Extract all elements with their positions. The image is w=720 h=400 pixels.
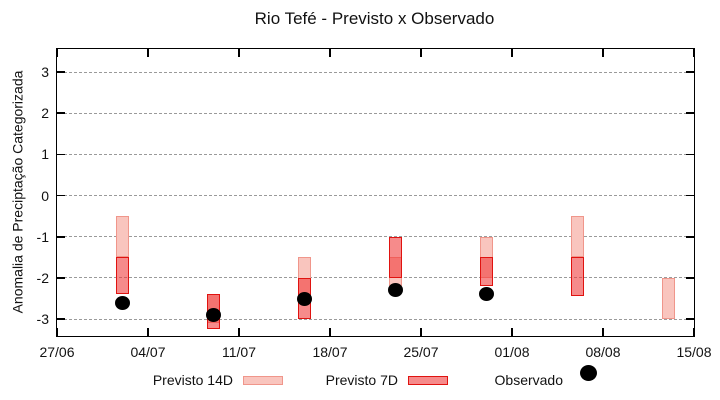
x-tick-mark-bottom	[511, 328, 513, 336]
bar-previsto-7d	[570, 257, 584, 297]
x-tick-mark-top	[238, 49, 240, 57]
gridline	[59, 71, 692, 73]
y-tick-mark-right	[686, 153, 694, 156]
chart-title: Rio Tefé - Previsto x Observado	[254, 9, 495, 28]
legend-swatch-previsto-7d	[408, 376, 448, 385]
legend: Previsto 14D Previsto 7D Observado	[0, 365, 720, 394]
y-tick-mark-right	[686, 71, 694, 73]
x-tick-mark-top	[602, 49, 604, 57]
gridline	[59, 195, 692, 197]
x-tick-label: 11/07	[222, 344, 256, 360]
x-tick-label: 08/08	[585, 344, 621, 360]
y-tick-mark-left	[57, 277, 65, 279]
legend-label-observado: Observado	[494, 372, 563, 388]
y-tick-mark-right	[686, 112, 694, 114]
x-tick-mark-top	[511, 49, 513, 57]
y-tick-label: 0	[41, 187, 49, 204]
y-tick-mark-left	[57, 318, 65, 320]
y-tick-label: -1	[36, 228, 49, 245]
observed-dot	[387, 283, 403, 298]
x-tick-mark-top	[147, 49, 149, 57]
bar-previsto-7d	[479, 257, 493, 287]
x-tick-mark-top	[329, 49, 331, 57]
x-tick-mark-bottom	[147, 328, 149, 336]
gridline	[59, 153, 692, 155]
y-tick-mark-left	[57, 153, 65, 156]
x-tick-label: 15/08	[676, 344, 712, 360]
x-tick-label: 01/08	[494, 344, 530, 360]
y-tick-label: 2	[41, 105, 49, 122]
y-tick-label: 1	[41, 146, 49, 163]
gridline	[59, 112, 692, 114]
y-tick-mark-left	[57, 194, 65, 197]
legend-swatch-previsto-14d	[243, 376, 283, 385]
y-tick-mark-left	[57, 71, 65, 73]
y-tick-mark-left	[57, 112, 65, 114]
y-tick-mark-right	[686, 277, 694, 279]
bar-previsto-14d	[570, 216, 584, 258]
x-tick-label: 27/06	[39, 344, 75, 360]
x-tick-mark-bottom	[693, 328, 695, 336]
x-tick-mark-bottom	[238, 328, 240, 336]
gridline	[59, 318, 692, 320]
bar-previsto-14d	[661, 277, 675, 320]
observed-dot	[114, 295, 130, 310]
legend-label-previsto-14d: Previsto 14D	[152, 372, 233, 388]
observed-dot	[296, 291, 312, 306]
x-tick-mark-top	[693, 49, 695, 57]
x-tick-mark-bottom	[329, 328, 331, 336]
x-tick-mark-bottom	[602, 328, 604, 336]
y-tick-mark-right	[686, 318, 694, 320]
y-tick-mark-right	[686, 194, 694, 197]
x-tick-mark-top	[56, 49, 58, 57]
y-tick-label: -3	[36, 311, 49, 328]
observed-dot	[205, 308, 221, 322]
x-tick-mark-bottom	[420, 328, 422, 336]
x-tick-mark-top	[420, 49, 422, 57]
bar-previsto-14d	[115, 216, 129, 258]
x-tick-label: 04/07	[130, 344, 166, 360]
plot-area: 3 2 1 0 -1 -2 -3 27/06 04/07 11/07 18/07 25/07 01/08…	[37, 48, 712, 360]
y-tick-mark-right	[686, 236, 694, 238]
observed-dot	[478, 287, 494, 302]
gridline	[59, 277, 692, 279]
bar-previsto-7d	[388, 236, 402, 278]
x-tick-label: 18/07	[312, 344, 348, 360]
y-tick-mark-left	[57, 236, 65, 238]
y-tick-label: 3	[41, 64, 49, 81]
x-tick-label: 25/07	[403, 344, 439, 360]
x-tick-mark-bottom	[56, 328, 58, 336]
gridline	[59, 236, 692, 238]
legend-label-previsto-7d: Previsto 7D	[325, 372, 398, 388]
legend-marker-observado	[579, 365, 597, 381]
y-tick-label: -2	[36, 269, 49, 286]
bar-previsto-7d	[115, 257, 129, 295]
